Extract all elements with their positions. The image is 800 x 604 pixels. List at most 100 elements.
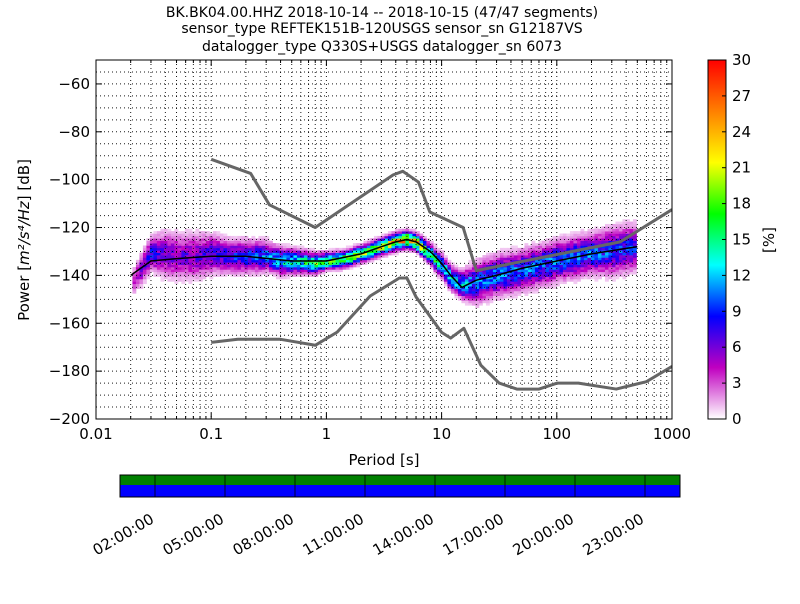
heatmap-cell	[615, 233, 620, 237]
heatmap-cell	[289, 257, 294, 261]
heatmap-cell	[177, 233, 182, 237]
heatmap-cell	[443, 269, 448, 273]
heatmap-cell	[135, 276, 140, 280]
heatmap-cell	[478, 288, 483, 292]
heatmap-cell	[457, 276, 462, 280]
heatmap-cell	[629, 269, 634, 273]
heatmap-cell	[247, 250, 252, 253]
heatmap-cell	[149, 245, 154, 249]
heatmap-cell	[212, 233, 217, 237]
heatmap-cell	[237, 271, 242, 275]
heatmap-cell	[174, 276, 179, 280]
heatmap-cell	[286, 243, 291, 246]
heatmap-cell	[482, 295, 487, 299]
heatmap-cell	[489, 281, 494, 285]
heatmap-cell	[594, 257, 599, 261]
heatmap-cell	[230, 240, 235, 244]
heatmap-cell	[254, 259, 259, 263]
heatmap-cell	[177, 269, 182, 273]
heatmap-cell	[300, 252, 305, 256]
heatmap-cell	[440, 267, 445, 270]
heatmap-cell	[335, 259, 340, 263]
heatmap-cell	[342, 264, 347, 268]
heatmap-cell	[303, 267, 308, 270]
heatmap-cell	[345, 259, 350, 263]
y-tick-label: −140	[49, 266, 90, 284]
heatmap-cell	[303, 274, 308, 277]
heatmap-cell	[555, 255, 560, 258]
heatmap-cell	[177, 245, 182, 249]
heatmap-cell	[454, 269, 459, 273]
heatmap-cell	[167, 259, 172, 263]
heatmap-cell	[632, 255, 637, 258]
heatmap-cell	[429, 243, 434, 246]
heatmap-cell	[240, 262, 245, 265]
heatmap-cell	[209, 276, 214, 280]
heatmap-cell	[184, 255, 189, 258]
heatmap-cell	[513, 278, 518, 282]
heatmap-cell	[261, 238, 266, 241]
heatmap-cell	[436, 274, 441, 277]
heatmap-cell	[541, 250, 546, 253]
x-tick-label: 0.1	[199, 425, 223, 443]
heatmap-cell	[181, 259, 186, 263]
heatmap-cell	[268, 243, 273, 246]
heatmap-cell	[377, 243, 382, 246]
heatmap-cell	[440, 269, 445, 273]
heatmap-cell	[468, 302, 473, 306]
heatmap-cell	[202, 243, 207, 246]
heatmap-cell	[405, 226, 410, 230]
heatmap-cell	[576, 267, 581, 270]
chart-subtitle-datalogger: datalogger_type Q330S+USGS datalogger_sn…	[202, 39, 562, 55]
heatmap-cell	[450, 264, 455, 268]
heatmap-cell	[401, 233, 406, 237]
heatmap-cell	[286, 271, 291, 275]
heatmap-cell	[184, 233, 189, 237]
heatmap-cell	[531, 269, 536, 273]
heatmap-cell	[212, 243, 217, 246]
heatmap-cell	[422, 257, 427, 261]
heatmap-cell	[527, 286, 532, 289]
heatmap-cell	[373, 257, 378, 261]
heatmap-cell	[597, 233, 602, 237]
heatmap-cell	[279, 257, 284, 261]
heatmap-cell	[594, 278, 599, 282]
heatmap-cell	[580, 274, 585, 277]
heatmap-cell	[279, 245, 284, 249]
heatmap-cell	[457, 288, 462, 292]
heatmap-cell	[576, 252, 581, 256]
heatmap-cell	[170, 264, 175, 268]
heatmap-cell	[384, 255, 389, 258]
heatmap-cell	[590, 269, 595, 273]
heatmap-cell	[555, 264, 560, 268]
heatmap-cell	[412, 238, 417, 241]
heatmap-cell	[233, 250, 238, 253]
heatmap-cell	[380, 250, 385, 253]
heatmap-cell	[489, 295, 494, 299]
heatmap-cell	[258, 245, 263, 249]
heatmap-cell	[275, 262, 280, 265]
heatmap-cell	[608, 235, 613, 239]
heatmap-cell	[415, 233, 420, 237]
heatmap-cell	[356, 264, 361, 268]
heatmap-cell	[492, 271, 497, 275]
heatmap-cell	[219, 250, 224, 253]
heatmap-cell	[296, 264, 301, 268]
heatmap-cell	[524, 262, 529, 265]
heatmap-cell	[212, 259, 217, 263]
heatmap-cell	[629, 228, 634, 232]
heatmap-cell	[244, 271, 249, 275]
heatmap-cell	[156, 243, 161, 246]
heatmap-cell	[212, 245, 217, 249]
heatmap-cell	[629, 247, 634, 251]
heatmap-cell	[275, 250, 280, 253]
heatmap-cell	[499, 269, 504, 273]
heatmap-cell	[209, 257, 214, 261]
heatmap-cell	[170, 259, 175, 263]
heatmap-cell	[429, 250, 434, 253]
heatmap-cell	[594, 276, 599, 280]
heatmap-cell	[632, 267, 637, 270]
heatmap-cell	[373, 240, 378, 244]
heatmap-cell	[552, 267, 557, 270]
heatmap-cell	[230, 245, 235, 249]
